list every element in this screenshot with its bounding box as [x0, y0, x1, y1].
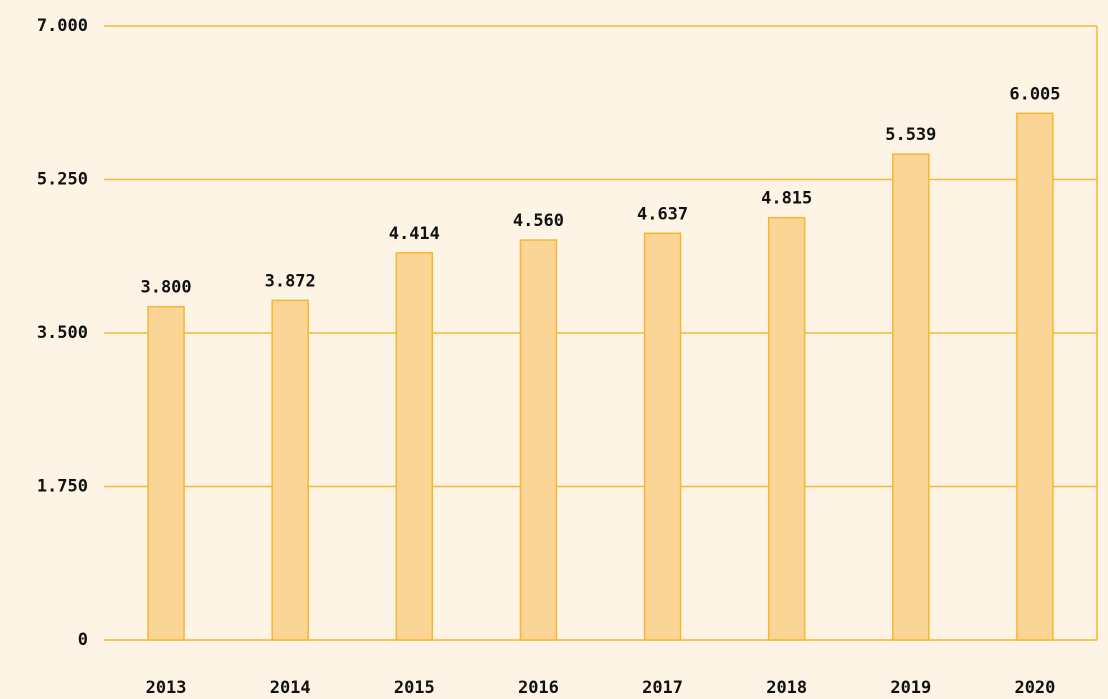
- x-tick-label: 2018: [766, 678, 807, 698]
- x-tick-label: 2017: [642, 678, 683, 698]
- bar: [1016, 112, 1054, 641]
- bar: [767, 216, 806, 641]
- x-tick-label: 2015: [394, 678, 435, 698]
- bar: [395, 252, 434, 641]
- x-tick-label: 2020: [1014, 678, 1055, 698]
- data-label: 3.872: [265, 271, 316, 291]
- y-tick-label: 7.000: [37, 16, 88, 36]
- data-label: 4.560: [513, 211, 564, 231]
- y-tick-label: 5.250: [37, 170, 88, 190]
- bar: [271, 299, 309, 641]
- bar: [519, 239, 558, 641]
- x-tick-label: 2014: [270, 678, 311, 698]
- data-label: 6.005: [1009, 84, 1060, 104]
- bar: [892, 153, 930, 641]
- y-tick-label: 3.500: [37, 323, 88, 343]
- data-label: 4.637: [637, 204, 688, 224]
- y-tick-label: 0: [78, 630, 88, 650]
- data-label: 3.800: [140, 278, 191, 298]
- bar: [643, 232, 682, 641]
- data-label: 5.539: [885, 125, 936, 145]
- data-label: 4.815: [761, 189, 812, 209]
- x-tick-label: 2013: [146, 678, 187, 698]
- y-tick-label: 1.750: [37, 477, 88, 497]
- x-tick-label: 2016: [518, 678, 559, 698]
- bar: [147, 305, 185, 641]
- data-label: 4.414: [389, 224, 440, 244]
- x-tick-label: 2019: [890, 678, 931, 698]
